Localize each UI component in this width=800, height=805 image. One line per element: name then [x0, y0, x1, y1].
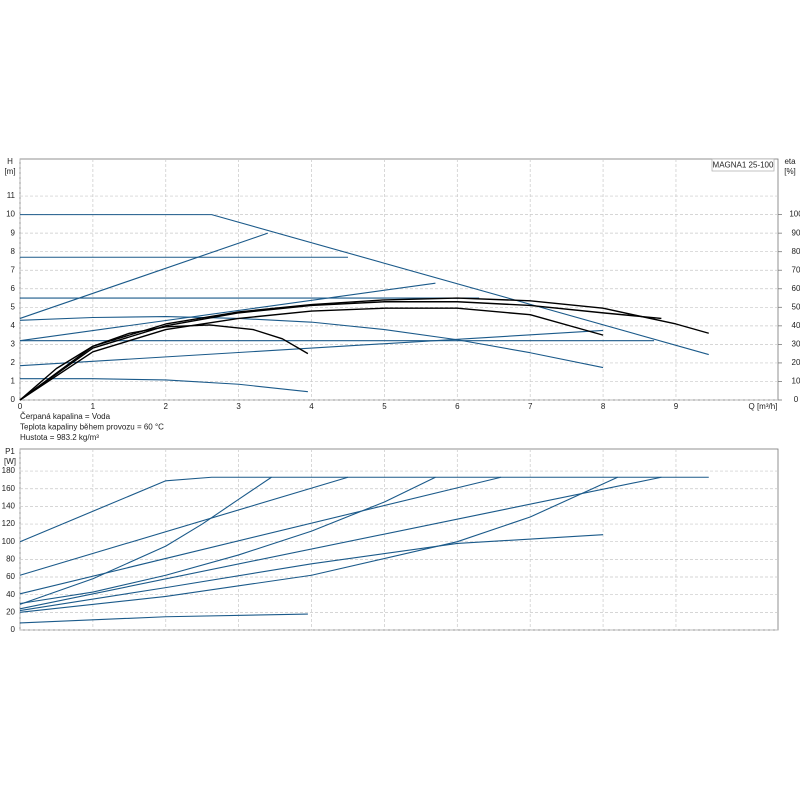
y2-tick-label: 100 [789, 210, 800, 219]
x-tick-label: 8 [601, 402, 606, 411]
annotation: Hustota = 983.2 kg/m³ [20, 433, 99, 442]
curve [19, 329, 604, 367]
y-tick-label: 180 [2, 466, 16, 475]
curve [19, 297, 709, 401]
x-tick-label: 5 [382, 402, 387, 411]
x-tick-label: 7 [528, 402, 533, 411]
y-tick-label: 2 [11, 358, 16, 367]
chart-title: MAGNA1 25-100 [713, 161, 774, 170]
curve [19, 324, 309, 401]
curve [19, 476, 502, 595]
curve [19, 476, 436, 605]
y-tick-label: 11 [7, 191, 16, 200]
curve [19, 232, 268, 319]
y-tick-label: 4 [11, 321, 16, 330]
y-axis-label: H [7, 157, 13, 166]
curve [19, 476, 272, 605]
curve [19, 476, 618, 613]
x-tick-label: 4 [309, 402, 314, 411]
y-tick-label: 20 [6, 607, 15, 616]
y2-tick-label: 60 [792, 284, 800, 293]
y-tick-label: 0 [11, 625, 16, 634]
curve [19, 476, 709, 543]
y2-tick-label: 20 [792, 358, 800, 367]
y-tick-label: 9 [11, 228, 16, 237]
curve [20, 214, 709, 356]
y2-tick-label: 90 [792, 228, 800, 237]
y2-tick-label: 30 [792, 339, 800, 348]
y-tick-label: 5 [11, 302, 16, 311]
curve [19, 307, 604, 401]
y2-tick-label: 50 [792, 302, 800, 311]
y-axis-unit: [W] [4, 457, 16, 466]
annotation: Teplota kapaliny během provozu = 60 °C [20, 423, 164, 432]
y-tick-label: 6 [11, 284, 16, 293]
x-tick-label: 9 [674, 402, 679, 411]
y-tick-label: 40 [6, 590, 15, 599]
y-tick-label: 120 [2, 519, 16, 528]
y2-axis-unit: [%] [784, 167, 796, 176]
y-tick-label: 0 [11, 395, 16, 404]
y-tick-label: 10 [6, 210, 15, 219]
x-tick-label: 2 [164, 402, 169, 411]
curve [19, 534, 604, 612]
curve [20, 378, 308, 393]
x-tick-label: 6 [455, 402, 460, 411]
curve [19, 316, 604, 369]
plot-frame [19, 448, 779, 631]
y-tick-label: 140 [2, 501, 16, 510]
curve [19, 282, 436, 342]
y-tick-label: 7 [11, 265, 16, 274]
y-axis-unit: [m] [4, 167, 15, 176]
title-box [711, 158, 775, 172]
y-tick-label: 80 [6, 554, 15, 563]
curve [19, 476, 349, 576]
x-axis-label: Q [m³/h] [749, 402, 778, 411]
x-tick-label: 1 [91, 402, 96, 411]
y2-tick-label: 70 [792, 265, 800, 274]
y-tick-label: 8 [11, 247, 16, 256]
y-tick-label: 100 [2, 537, 16, 546]
y2-tick-label: 40 [792, 321, 800, 330]
curve [19, 613, 308, 624]
curve [19, 476, 662, 610]
y-tick-label: 1 [11, 377, 16, 386]
y-tick-label: 160 [2, 484, 16, 493]
y2-tick-label: 10 [792, 377, 800, 386]
annotation: Čerpaná kapalina = Voda [20, 412, 111, 421]
y2-tick-label: 0 [794, 395, 799, 404]
y2-tick-label: 80 [792, 247, 800, 256]
y-tick-label: 60 [6, 572, 15, 581]
y-tick-label: 3 [11, 339, 16, 348]
x-tick-label: 3 [236, 402, 241, 411]
curve [19, 301, 662, 401]
y-axis-label: P1 [5, 447, 15, 456]
y2-axis-label: eta [784, 157, 796, 166]
x-tick-label: 0 [18, 402, 23, 411]
